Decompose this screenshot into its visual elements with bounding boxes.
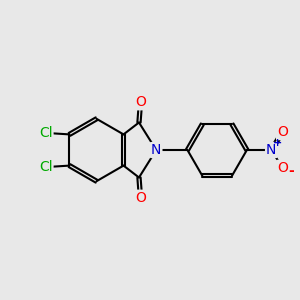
Text: Cl: Cl bbox=[39, 126, 52, 140]
Text: N: N bbox=[151, 143, 161, 157]
Text: -: - bbox=[288, 164, 294, 178]
Text: +: + bbox=[273, 138, 282, 148]
Text: O: O bbox=[277, 125, 288, 139]
Text: O: O bbox=[277, 161, 288, 175]
Text: N: N bbox=[266, 143, 276, 157]
Text: O: O bbox=[135, 191, 146, 205]
Text: Cl: Cl bbox=[39, 160, 52, 174]
Text: O: O bbox=[135, 95, 146, 109]
